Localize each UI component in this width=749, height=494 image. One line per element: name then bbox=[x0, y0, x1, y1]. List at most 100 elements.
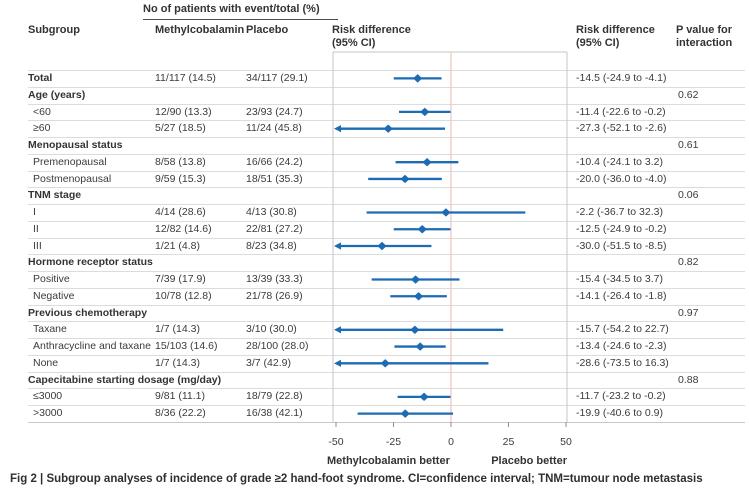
data-row: Negative 10/78 (12.8) 21/78 (26.9) -14.1 (-… bbox=[28, 287, 745, 305]
risk-difference-value: -27.3 (-52.1 to -2.6) bbox=[576, 122, 667, 135]
subgroup-table-rows: Total 11/117 (14.5) 34/117 (29.1) -14.5 (-2… bbox=[28, 70, 745, 423]
events-column-group-header: No of patients with event/total (%) bbox=[143, 3, 320, 15]
subgroup-label: >3000 bbox=[33, 407, 63, 419]
methylcobalamin-value: 1/7 (14.3) bbox=[155, 356, 200, 369]
placebo-value: 3/7 (42.9) bbox=[246, 356, 291, 369]
risk-difference-value: -15.7 (-54.2 to 22.7) bbox=[576, 323, 669, 336]
risk-difference-value: -11.4 (-22.6 to -0.2) bbox=[576, 105, 666, 118]
risk-difference-text-header: Risk difference (95% CI) bbox=[576, 24, 655, 49]
placebo-value: 4/13 (30.8) bbox=[246, 206, 297, 218]
risk-difference-value: -11.7 (-23.2 to -0.2) bbox=[576, 390, 666, 403]
subgroup-label: Hormone receptor status bbox=[28, 256, 153, 269]
subgroup-header-row: Capecitabine starting dosage (mg/day) 0.8… bbox=[28, 371, 745, 389]
data-row: <60 12/90 (13.3) 23/93 (24.7) -11.4 (-22.6 … bbox=[28, 103, 745, 121]
risk-difference-value: -15.4 (-34.5 to 3.7) bbox=[576, 273, 663, 285]
p-value: 0.97 bbox=[678, 306, 699, 319]
x-tick-label: 25 bbox=[502, 436, 515, 448]
methylcobalamin-value: 12/90 (13.3) bbox=[155, 105, 212, 118]
subgroup-label: Negative bbox=[33, 289, 75, 302]
data-row: ≤3000 9/81 (11.1) 18/79 (22.8) -11.7 (-23.2… bbox=[28, 388, 745, 405]
x-tick-label: 0 bbox=[448, 436, 454, 448]
methylcobalamin-value: 4/14 (28.6) bbox=[155, 206, 206, 218]
methylcobalamin-value: 8/36 (22.2) bbox=[155, 407, 206, 419]
subgroup-label: Positive bbox=[33, 273, 70, 285]
subgroup-column-header: Subgroup bbox=[28, 24, 80, 36]
subgroup-header-row: Age (years) 0.62 bbox=[28, 86, 745, 104]
placebo-column-header: Placebo bbox=[246, 24, 289, 36]
placebo-value: 28/100 (28.0) bbox=[246, 340, 309, 352]
placebo-value: 3/10 (30.0) bbox=[246, 323, 297, 336]
placebo-value: 23/93 (24.7) bbox=[246, 105, 303, 118]
data-row: Taxane 1/7 (14.3) 3/10 (30.0) -15.7 (-54.2 … bbox=[28, 321, 745, 338]
x-tick-label: -50 bbox=[328, 436, 344, 448]
subgroup-label: TNM stage bbox=[28, 189, 82, 202]
placebo-value: 11/24 (45.8) bbox=[246, 122, 302, 135]
subgroup-label: ≤3000 bbox=[33, 390, 63, 403]
p-value: 0.61 bbox=[678, 139, 699, 151]
placebo-value: 13/39 (33.3) bbox=[246, 273, 303, 285]
p-value: 0.06 bbox=[678, 189, 699, 202]
methylcobalamin-value: 1/7 (14.3) bbox=[155, 323, 200, 336]
placebo-value: 16/38 (42.1) bbox=[246, 407, 303, 419]
placebo-value: 8/23 (34.8) bbox=[246, 239, 297, 252]
data-row: Premenopausal 8/58 (13.8) 16/66 (24.2) -10.… bbox=[28, 153, 745, 171]
methylcobalamin-value: 5/27 (18.5) bbox=[155, 122, 206, 135]
subgroup-label: Previous chemotherapy bbox=[28, 306, 148, 319]
subgroup-label: None bbox=[33, 356, 59, 369]
data-row: I 4/14 (28.6) 4/13 (30.8) -2.2 (-36.7 to 32… bbox=[28, 204, 745, 221]
methylcobalamin-column-header: Methylcobalamin bbox=[155, 24, 245, 36]
subgroup-label: Capecitabine starting dosage (mg/day) bbox=[28, 373, 222, 386]
placebo-value: 18/51 (35.3) bbox=[246, 172, 303, 185]
methylcobalamin-value: 10/78 (12.8) bbox=[155, 289, 212, 302]
p-value-column-header: P value for interaction bbox=[676, 24, 733, 49]
risk-difference-value: -10.4 (-24.1 to 3.2) bbox=[576, 155, 663, 168]
data-row: Postmenopausal 9/59 (15.3) 18/51 (35.3) -20… bbox=[28, 170, 745, 188]
methylcobalamin-value: 9/59 (15.3) bbox=[155, 172, 206, 185]
data-row: II 12/82 (14.6) 22/81 (27.2) -12.5 (-24.9 t… bbox=[28, 220, 745, 238]
risk-difference-value: -14.1 (-26.4 to -1.8) bbox=[576, 289, 667, 302]
data-row: >3000 8/36 (22.2) 16/38 (42.1) -19.9 (-40.6… bbox=[28, 405, 745, 422]
subgroup-label: Age (years) bbox=[28, 88, 86, 101]
data-row: None 1/7 (14.3) 3/7 (42.9) -28.6 (-73.5 to … bbox=[28, 354, 745, 372]
subgroup-label: I bbox=[33, 206, 36, 218]
data-row: Positive 7/39 (17.9) 13/39 (33.3) -15.4 (-3… bbox=[28, 271, 745, 288]
risk-difference-value: -13.4 (-24.6 to -2.3) bbox=[576, 340, 667, 352]
subgroup-label: <60 bbox=[33, 105, 51, 118]
x-tick-label: -25 bbox=[385, 436, 402, 448]
subgroup-label: Total bbox=[28, 72, 53, 84]
subgroup-label: III bbox=[33, 239, 42, 252]
data-row: Total 11/117 (14.5) 34/117 (29.1) -14.5 (-2… bbox=[28, 70, 745, 87]
methylcobalamin-value: 8/58 (13.8) bbox=[155, 155, 206, 168]
p-value: 0.62 bbox=[678, 88, 699, 101]
axis-label-left: Methylcobalamin better bbox=[327, 455, 450, 467]
subgroup-header-row: Hormone receptor status 0.82 bbox=[28, 254, 745, 271]
placebo-value: 34/117 (29.1) bbox=[246, 72, 308, 84]
risk-difference-value: -14.5 (-24.9 to -4.1) bbox=[576, 72, 667, 84]
subgroup-label: Menopausal status bbox=[28, 139, 123, 151]
placebo-value: 16/66 (24.2) bbox=[246, 155, 303, 168]
x-tick-label: 50 bbox=[560, 436, 572, 448]
methylcobalamin-value: 11/117 (14.5) bbox=[155, 72, 216, 84]
subgroup-label: Postmenopausal bbox=[33, 172, 112, 185]
risk-difference-value: -28.6 (-73.5 to 16.3) bbox=[576, 356, 669, 369]
p-value: 0.82 bbox=[678, 256, 699, 269]
methylcobalamin-value: 15/103 (14.6) bbox=[155, 340, 218, 352]
subgroup-header-row: TNM stage 0.06 bbox=[28, 187, 745, 204]
risk-difference-value: -30.0 (-51.5 to -8.5) bbox=[576, 239, 667, 252]
subgroup-label: Taxane bbox=[33, 323, 67, 336]
subgroup-label: Premenopausal bbox=[33, 155, 107, 168]
risk-difference-value: -12.5 (-24.9 to -0.2) bbox=[576, 222, 667, 235]
placebo-value: 22/81 (27.2) bbox=[246, 222, 303, 235]
p-value: 0.88 bbox=[678, 373, 699, 386]
axis-label-right: Placebo better bbox=[491, 455, 567, 467]
methylcobalamin-value: 1/21 (4.8) bbox=[155, 239, 200, 252]
placebo-value: 21/78 (26.9) bbox=[246, 289, 303, 302]
subgroup-label: Anthracycline and taxane bbox=[33, 340, 151, 352]
subgroup-header-row: Menopausal status 0.61 bbox=[28, 137, 745, 154]
data-row: Anthracycline and taxane 15/103 (14.6) 28/… bbox=[28, 338, 745, 355]
methylcobalamin-value: 7/39 (17.9) bbox=[155, 273, 206, 285]
placebo-value: 18/79 (22.8) bbox=[246, 390, 303, 403]
figure-caption: Fig 2 | Subgroup analyses of incidence o… bbox=[10, 473, 703, 485]
subgroup-label: ≥60 bbox=[33, 122, 51, 135]
risk-difference-value: -20.0 (-36.0 to -4.0) bbox=[576, 172, 667, 185]
